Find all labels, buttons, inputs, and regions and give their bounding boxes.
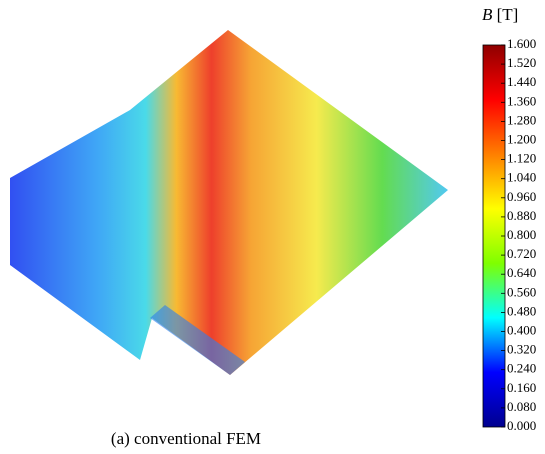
colorbar-tick-label: 0.800 bbox=[507, 227, 536, 242]
colorbar-tick-label: 1.040 bbox=[507, 170, 536, 185]
field-region bbox=[10, 30, 448, 375]
colorbar-tick-label: 0.720 bbox=[507, 246, 536, 261]
colorbar-title: B [T] bbox=[482, 5, 518, 24]
colorbar-tick-label: 1.120 bbox=[507, 151, 536, 166]
colorbar-tick-label: 1.360 bbox=[507, 93, 536, 108]
colorbar-tick-label: 1.280 bbox=[507, 112, 536, 127]
colorbar-tick-label: 0.080 bbox=[507, 399, 536, 414]
caption: (a) conventional FEM bbox=[111, 429, 261, 448]
colorbar-tick-label: 1.440 bbox=[507, 74, 536, 89]
colorbar-tick-label: 0.000 bbox=[507, 418, 536, 433]
colorbar-tick-label: 0.160 bbox=[507, 380, 536, 395]
colorbar-tick-label: 0.320 bbox=[507, 342, 536, 357]
colorbar-tick-label: 0.640 bbox=[507, 265, 536, 280]
colorbar-tick-label: 1.520 bbox=[507, 55, 536, 70]
colorbar-tick-label: 0.400 bbox=[507, 322, 536, 337]
colorbar-tick-label: 0.560 bbox=[507, 284, 536, 299]
colorbar-tick-label: 0.240 bbox=[507, 361, 536, 376]
colorbar-tick-label: 0.480 bbox=[507, 303, 536, 318]
colorbar-tick-label: 1.200 bbox=[507, 131, 536, 146]
lower-edge-band bbox=[150, 305, 245, 375]
colorbar-tick-label: 0.960 bbox=[507, 189, 536, 204]
colorbar-tick-label: 0.880 bbox=[507, 208, 536, 223]
colorbar-tick-label: 1.600 bbox=[507, 36, 536, 51]
